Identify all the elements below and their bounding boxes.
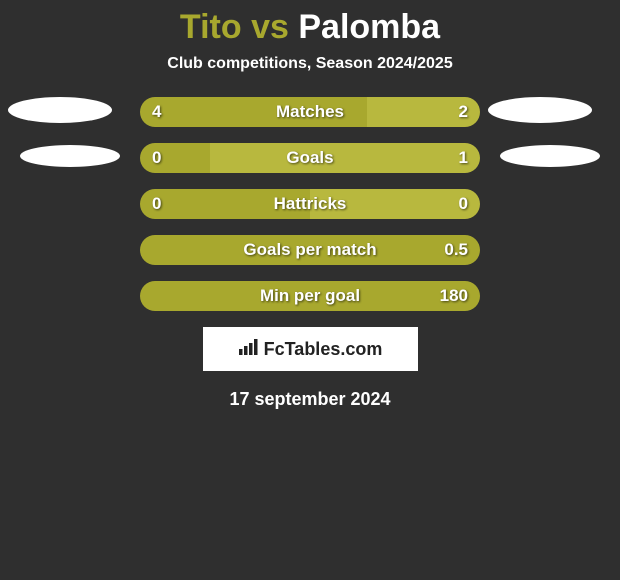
bar-fill-player-a — [140, 235, 480, 265]
logo-box[interactable]: FcTables.com — [203, 327, 418, 371]
bar-fill-player-b — [367, 97, 480, 127]
bar-fill-player-b — [210, 143, 480, 173]
stat-bar: Goals per match — [140, 235, 480, 265]
stat-row: Hattricks00 — [0, 189, 620, 219]
bar-fill-player-a — [140, 281, 480, 311]
stat-row: Matches42 — [0, 97, 620, 127]
stat-bar: Goals — [140, 143, 480, 173]
bar-fill-player-a — [140, 143, 210, 173]
player2-name: Palomba — [298, 8, 440, 46]
logo: FcTables.com — [238, 338, 383, 361]
stat-row: Goals01 — [0, 143, 620, 173]
stats-area: Matches42 Goals01 Hattricks00 Goals per mat… — [0, 97, 620, 311]
logo-text: FcTables.com — [264, 339, 383, 360]
player-b-marker — [488, 97, 592, 123]
bar-fill-player-a — [140, 97, 367, 127]
player-a-marker — [8, 97, 112, 123]
date-text: 17 september 2024 — [0, 389, 620, 410]
player1-name: Tito — [180, 8, 242, 46]
stat-bar: Min per goal — [140, 281, 480, 311]
stat-row: Min per goal180 — [0, 281, 620, 311]
player-b-marker — [500, 145, 600, 167]
comparison-title: Tito vs Palomba — [0, 0, 620, 49]
vs-text: vs — [251, 8, 289, 46]
bar-chart-icon — [238, 338, 260, 361]
stat-row: Goals per match0.5 — [0, 235, 620, 265]
bar-fill-player-a — [140, 189, 310, 219]
player-a-marker — [20, 145, 120, 167]
stat-bar: Matches — [140, 97, 480, 127]
bar-fill-player-b — [310, 189, 480, 219]
stat-bar: Hattricks — [140, 189, 480, 219]
subtitle: Club competitions, Season 2024/2025 — [0, 49, 620, 97]
